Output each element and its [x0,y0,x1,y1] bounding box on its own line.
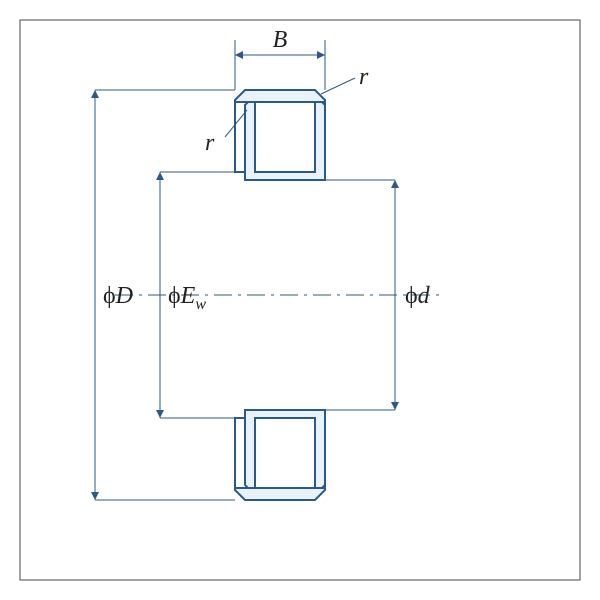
label-phid: ϕd [405,283,431,309]
label-B: B [273,27,288,53]
label-phiD: ϕD [103,283,133,309]
label-r-outer: r [359,64,369,90]
label-r-inner: r [205,130,215,156]
